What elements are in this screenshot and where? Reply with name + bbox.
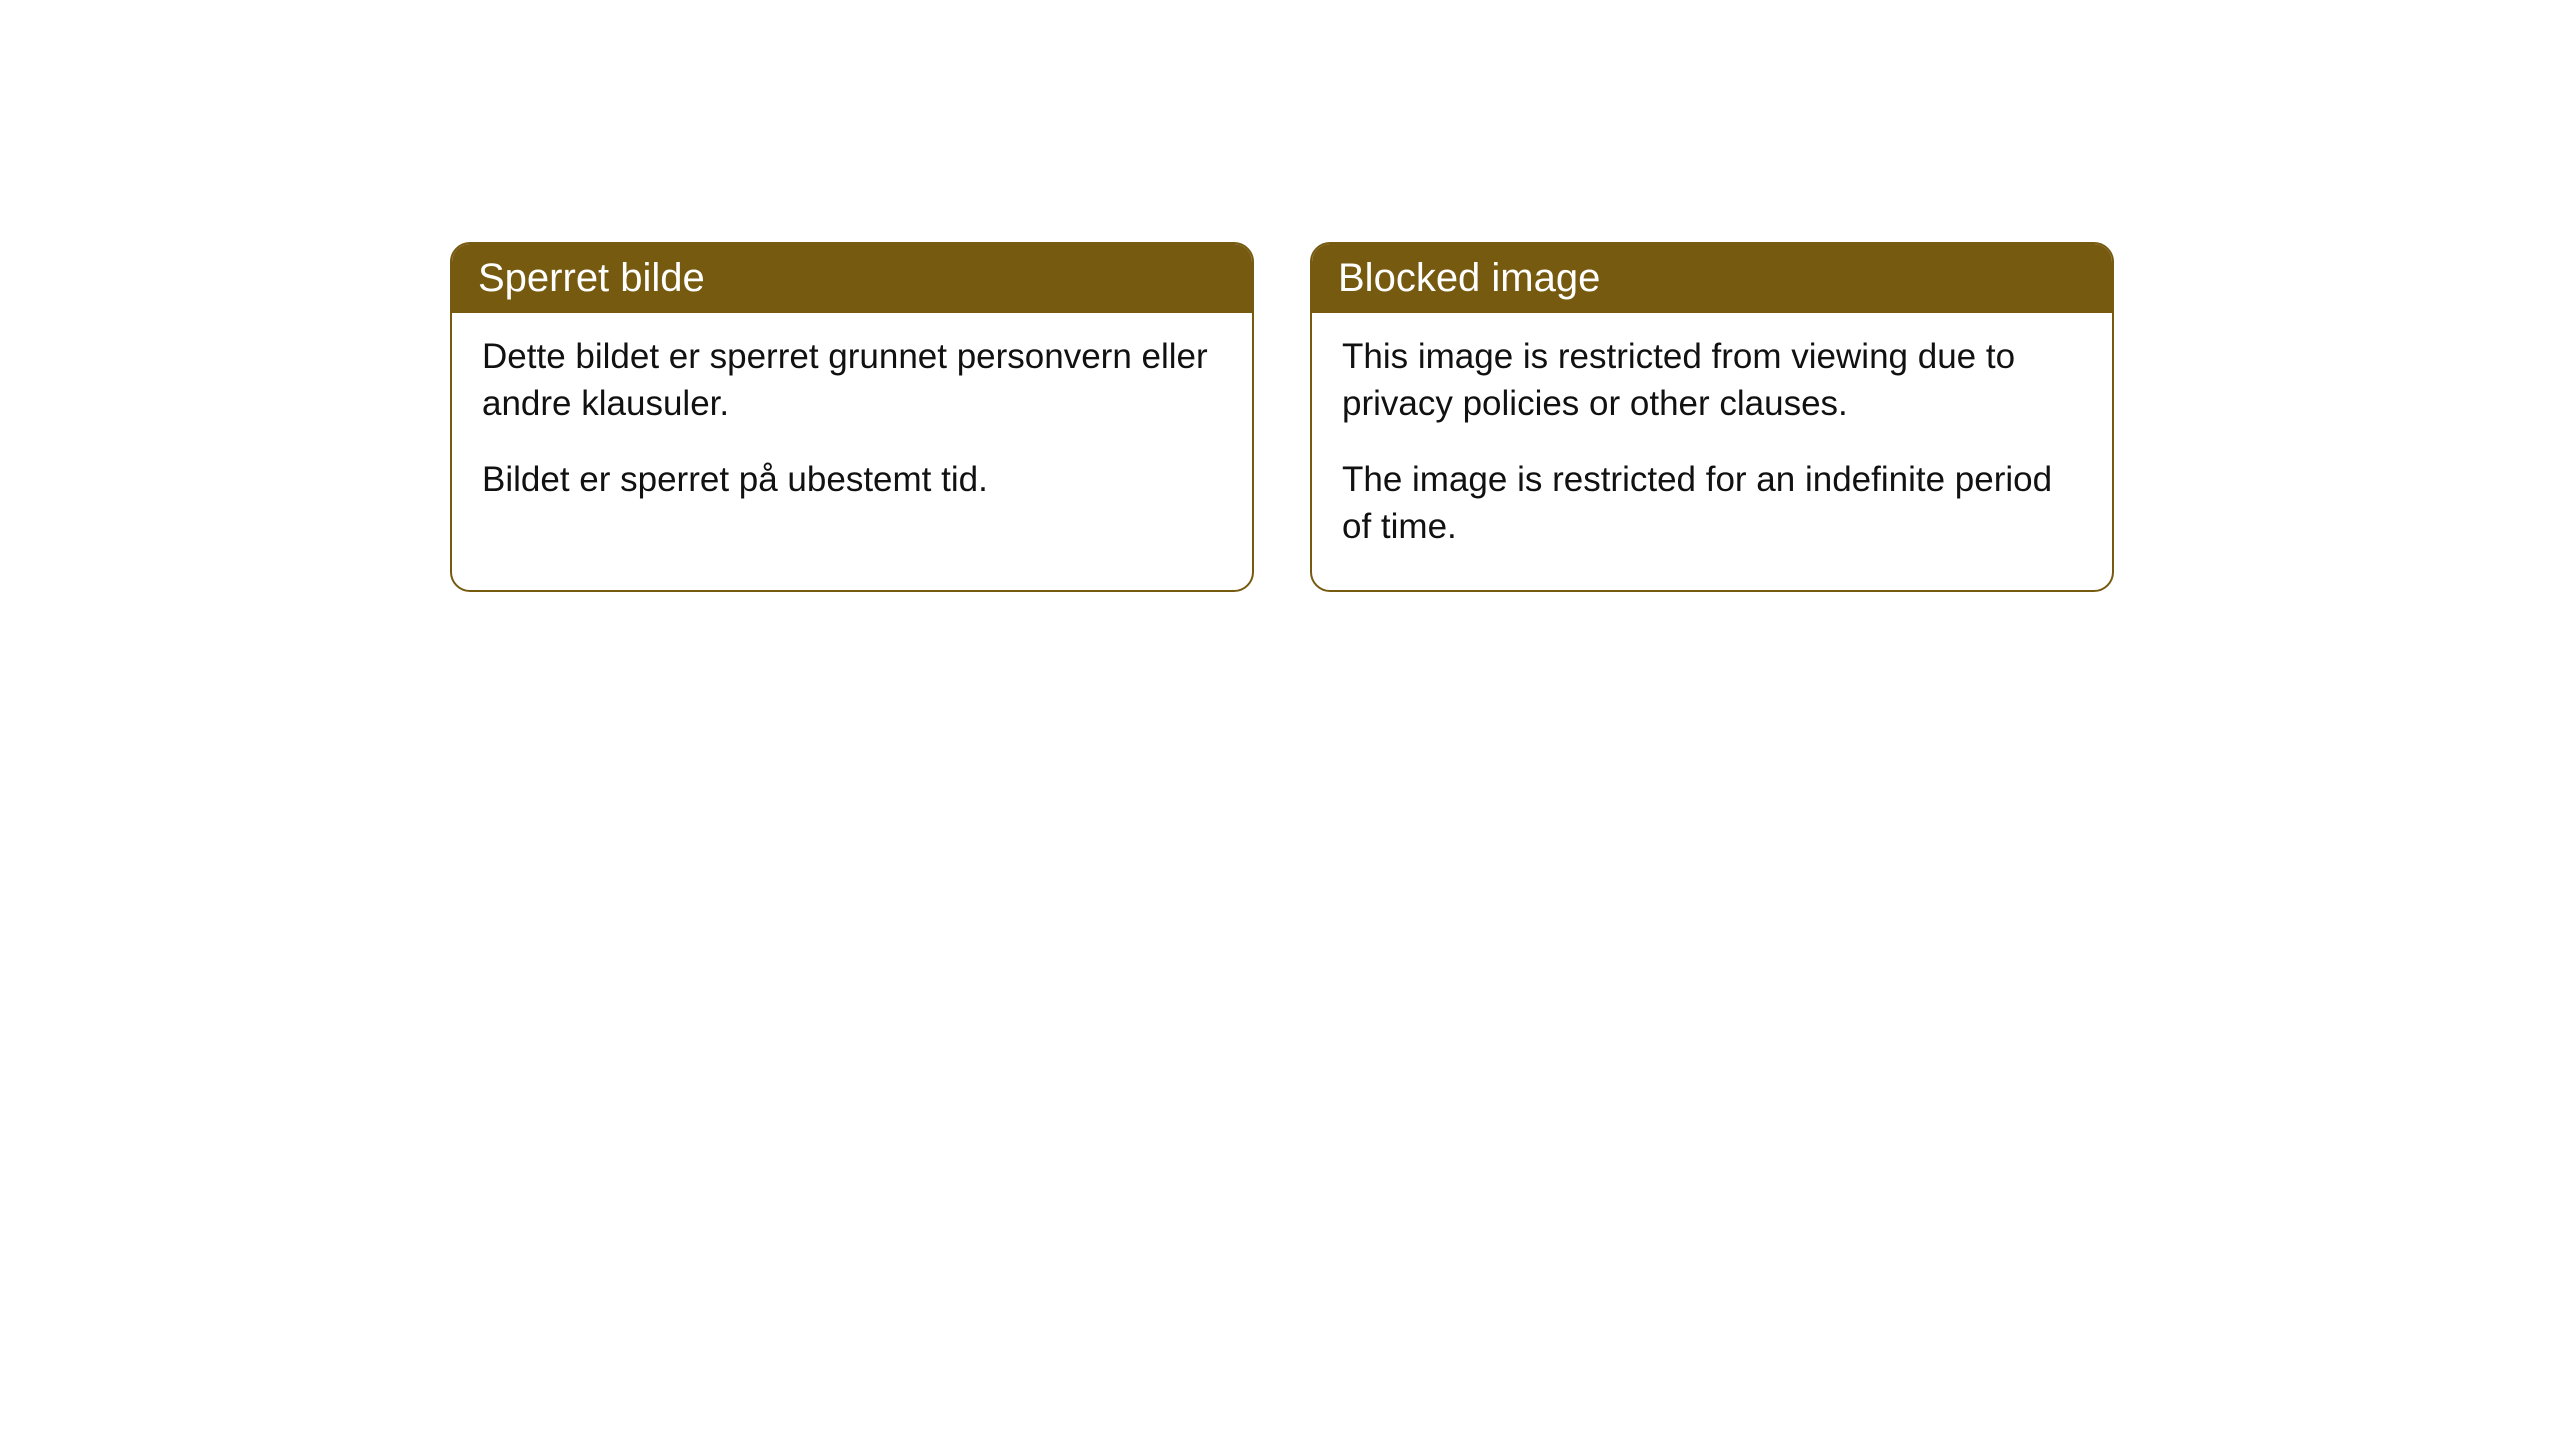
card-body-no: Dette bildet er sperret grunnet personve…	[452, 313, 1252, 543]
card-paragraph: This image is restricted from viewing du…	[1342, 333, 2082, 428]
card-paragraph: The image is restricted for an indefinit…	[1342, 456, 2082, 551]
card-paragraph: Dette bildet er sperret grunnet personve…	[482, 333, 1222, 428]
card-header-en: Blocked image	[1312, 244, 2112, 313]
card-paragraph: Bildet er sperret på ubestemt tid.	[482, 456, 1222, 503]
blocked-image-card-no: Sperret bilde Dette bildet er sperret gr…	[450, 242, 1254, 592]
blocked-image-card-en: Blocked image This image is restricted f…	[1310, 242, 2114, 592]
notice-cards-container: Sperret bilde Dette bildet er sperret gr…	[0, 0, 2560, 592]
card-header-no: Sperret bilde	[452, 244, 1252, 313]
card-body-en: This image is restricted from viewing du…	[1312, 313, 2112, 590]
